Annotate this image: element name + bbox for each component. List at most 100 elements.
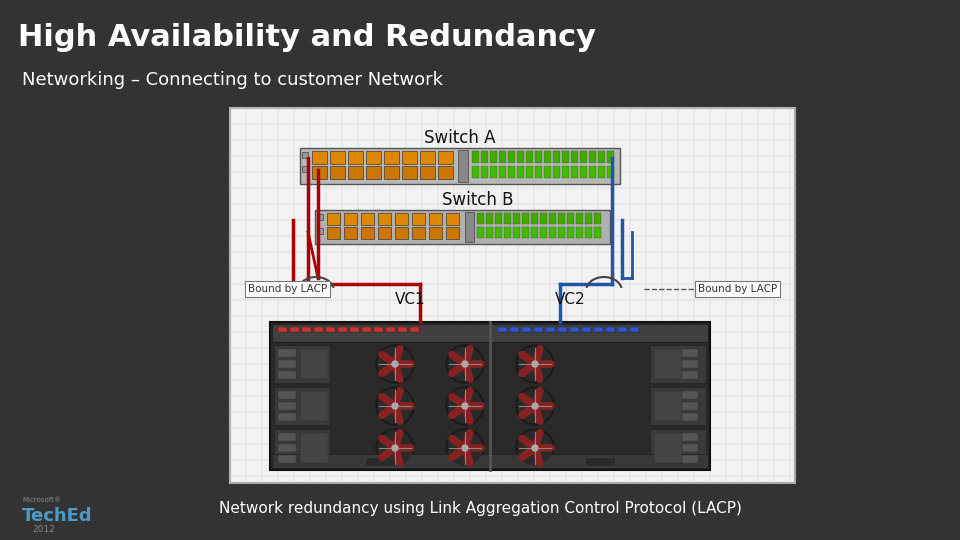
Circle shape <box>448 431 482 465</box>
Bar <box>654 349 682 379</box>
Bar <box>585 213 592 224</box>
Bar <box>446 213 459 225</box>
Circle shape <box>462 361 468 367</box>
Bar <box>504 227 511 238</box>
Text: Switch B: Switch B <box>442 191 514 209</box>
Bar <box>278 455 296 463</box>
Bar <box>290 327 299 332</box>
Bar <box>680 391 698 399</box>
Bar <box>540 227 547 238</box>
Bar <box>498 327 507 332</box>
Bar <box>654 433 682 463</box>
Bar <box>361 213 374 225</box>
Bar <box>580 151 587 163</box>
Bar <box>546 327 555 332</box>
Bar <box>522 327 531 332</box>
Bar <box>344 213 357 225</box>
Bar <box>362 327 371 332</box>
Bar <box>361 227 374 239</box>
Bar <box>585 457 615 466</box>
Bar <box>472 151 479 163</box>
Bar <box>326 327 335 332</box>
Bar <box>312 151 327 164</box>
Bar <box>553 166 560 178</box>
Bar <box>576 227 583 238</box>
Bar <box>402 166 417 179</box>
Bar <box>300 349 328 379</box>
Bar <box>344 227 357 239</box>
Bar <box>366 166 381 179</box>
Bar <box>395 227 408 239</box>
Circle shape <box>376 429 414 467</box>
Bar <box>499 151 506 163</box>
Text: High Availability and Redundancy: High Availability and Redundancy <box>18 24 596 52</box>
Bar <box>580 166 587 178</box>
Bar <box>314 327 323 332</box>
Bar <box>495 213 502 224</box>
Bar <box>508 151 515 163</box>
Circle shape <box>378 431 412 465</box>
Bar <box>398 327 407 332</box>
Circle shape <box>516 429 554 467</box>
Circle shape <box>518 389 552 423</box>
Bar <box>402 151 417 164</box>
Bar <box>567 227 574 238</box>
Bar <box>680 433 698 441</box>
Circle shape <box>376 345 414 383</box>
Bar <box>680 444 698 452</box>
Circle shape <box>532 403 538 409</box>
Bar <box>589 166 596 178</box>
Bar <box>517 151 524 163</box>
Bar <box>278 433 296 441</box>
Bar <box>366 151 381 164</box>
Circle shape <box>448 389 482 423</box>
Bar <box>317 228 323 234</box>
Circle shape <box>532 445 538 451</box>
Bar <box>549 227 556 238</box>
Bar <box>338 327 347 332</box>
Text: Bound by LACP: Bound by LACP <box>248 284 327 294</box>
Circle shape <box>392 361 398 367</box>
Bar <box>680 349 698 357</box>
Bar <box>270 322 710 470</box>
Text: VC1: VC1 <box>395 293 425 307</box>
Bar <box>302 327 311 332</box>
Bar <box>630 327 639 332</box>
Bar <box>278 413 296 421</box>
Bar <box>446 227 459 239</box>
Bar <box>490 151 497 163</box>
Bar <box>465 212 474 242</box>
Bar <box>348 151 363 164</box>
Text: VC2: VC2 <box>555 293 586 307</box>
Circle shape <box>392 403 398 409</box>
Bar <box>374 327 383 332</box>
Bar <box>558 327 567 332</box>
Bar <box>540 213 547 224</box>
Bar <box>567 213 574 224</box>
Text: Switch A: Switch A <box>424 129 495 147</box>
Bar <box>395 213 408 225</box>
Text: Network redundancy using Link Aggregation Control Protocol (LACP): Network redundancy using Link Aggregatio… <box>219 501 741 516</box>
Bar <box>486 213 493 224</box>
Bar <box>607 151 614 163</box>
Text: 2012: 2012 <box>32 524 55 534</box>
Bar <box>278 371 296 379</box>
Bar <box>350 327 359 332</box>
Bar <box>312 166 327 179</box>
Bar <box>526 151 533 163</box>
Bar <box>594 327 603 332</box>
Bar <box>522 227 529 238</box>
Text: Microsoft®: Microsoft® <box>22 497 61 503</box>
Bar <box>535 166 542 178</box>
Bar <box>618 327 627 332</box>
Bar <box>517 166 524 178</box>
Bar <box>386 327 395 332</box>
Circle shape <box>392 445 398 451</box>
Bar <box>412 213 425 225</box>
Text: TechEd: TechEd <box>22 507 92 525</box>
Bar <box>278 327 287 332</box>
Bar <box>486 227 493 238</box>
Bar <box>302 166 308 172</box>
Bar <box>477 213 484 224</box>
Bar <box>594 213 601 224</box>
